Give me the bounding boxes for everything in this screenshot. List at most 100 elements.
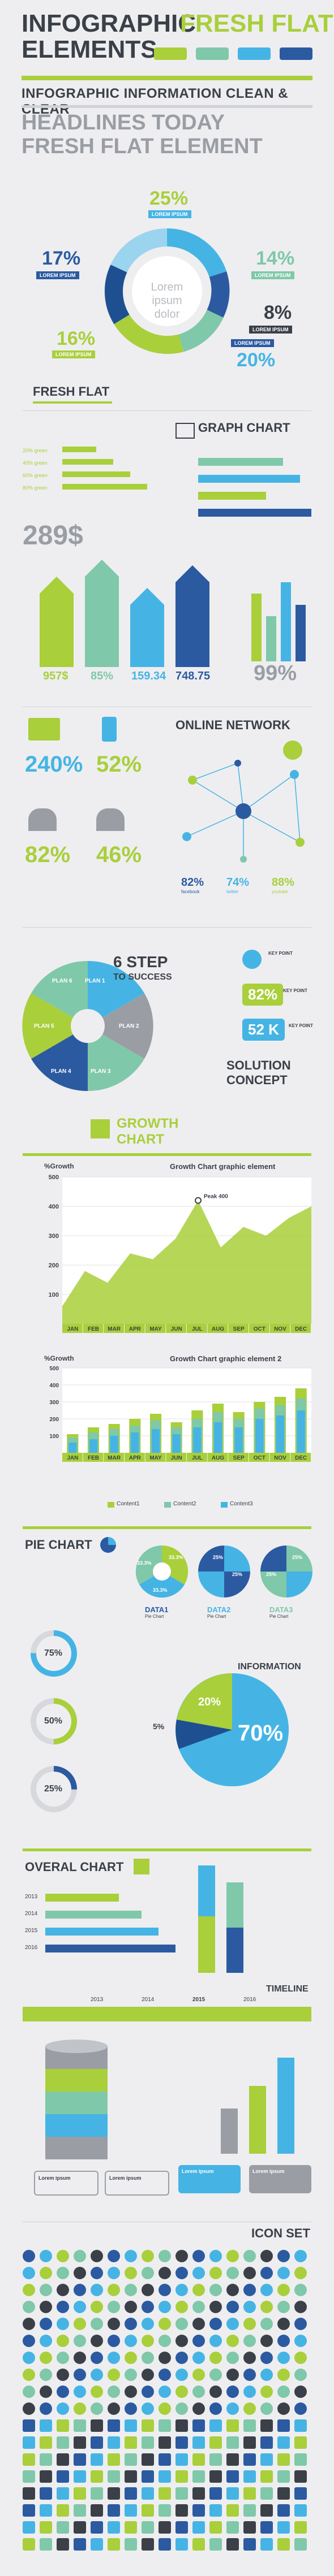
icon [226,2385,239,2398]
bar [297,1410,305,1453]
icon [91,2335,103,2347]
icon [226,2318,239,2330]
chart2-axis-title: %Growth [44,1354,74,1362]
ring-25 [31,1766,77,1812]
bubble-4: Lorem ipsum [249,2165,311,2193]
icon [40,2453,52,2466]
icon [40,2385,52,2398]
ring-75-label: 75% [44,1648,63,1658]
icon [74,2470,86,2483]
icon [209,2470,222,2483]
icon [142,2504,154,2517]
icon-grid [23,2250,311,2566]
growth-title-1: GROWTH [117,1116,179,1131]
freshflat-section: FRESH FLAT 20% green 40% green 60% green… [0,384,334,701]
icon [243,2335,256,2347]
icon [277,2335,290,2347]
headline-2: FRESH FLAT ELEMENT [22,135,263,158]
icon [277,2301,290,2313]
icon [91,2453,103,2466]
bubble-text: Lorem ipsum [38,2175,71,2181]
graph-bars [198,458,311,517]
icon [260,2538,273,2551]
bar [89,1439,98,1453]
icon [192,2521,205,2534]
legend-bars [62,447,147,490]
data-sub: Pie Chart [145,1614,164,1619]
person-icon-1 [28,808,57,831]
icon [74,2335,86,2347]
icon [159,2369,171,2381]
y-tick-label: 200 [49,1417,59,1423]
legend-label: Content3 [230,1501,253,1507]
x-tick-box [145,1453,166,1462]
icon [226,2487,239,2500]
icon [40,2301,52,2313]
data-sub: Pie Chart [269,1614,289,1619]
bar [255,1419,264,1453]
icon [294,2402,307,2415]
icon [192,2487,205,2500]
icon [40,2470,52,2483]
ring-50-label: 50% [44,1716,63,1726]
icon [57,2419,69,2432]
x-tick-box [187,1324,207,1333]
icon [159,2284,171,2296]
area-series [62,1200,311,1324]
donut-value-right: 14% [256,248,295,269]
x-tick-label: JUN [171,1455,182,1461]
icon [277,2470,290,2483]
icon [142,2470,154,2483]
header-subtitle: INFOGRAPHIC INFORMATION CLEAN & CLEAR [22,86,289,117]
cylinder-section: Lorem ipsum Lorem ipsum Lorem ipsum Lore… [0,2029,334,2196]
steps-title-2: TO SUCCESS [113,972,172,982]
pie-divider [23,1526,311,1529]
network-title: ONLINE NETWORK [175,718,290,732]
small-stat-value: 82% [181,876,204,889]
steps-stat-1: 82% [242,984,284,1006]
icon [108,2453,120,2466]
icon [142,2538,154,2551]
growth-area-chart: 100 200 300 400 500 JAN FEB MAR APR MAY JUN JUL AUG S… [49,1174,311,1333]
small-stat-label: youtube [272,889,288,894]
big-pie [175,1673,289,1786]
ring-50 [31,1698,77,1744]
icon [243,2538,256,2551]
timeline-year-1: 2013 [91,1997,104,2003]
icon [125,2335,137,2347]
bar [193,1427,202,1453]
icon [57,2301,69,2313]
donut-value-left-lower: 16% [57,328,96,349]
x-tick-label: NOV [274,1326,286,1332]
bar [172,1434,181,1453]
icon [277,2538,290,2551]
header-divider [22,76,312,80]
pie-four-b [260,1545,312,1597]
icon [192,2470,205,2483]
icon [108,2538,120,2551]
freshflat-rule [23,410,311,411]
icon [277,2385,290,2398]
donut-label-right-lower: LOREM IPSUM [249,326,292,334]
icon [159,2335,171,2347]
peak-point [195,1197,202,1204]
icon [226,2538,239,2551]
icon [57,2250,69,2262]
icon [226,2284,239,2296]
x-tick-box [269,1453,290,1462]
icon [108,2267,120,2279]
arrow-bar-label: 159.34 [131,670,166,682]
icon [159,2521,171,2534]
icon [226,2250,239,2262]
icon [40,2267,52,2279]
growth-section: GROWTH CHART %Growth Growth Chart graphi… [0,1108,334,1470]
x-tick-label: AUG [212,1455,224,1461]
icon [277,2453,290,2466]
icon [40,2521,52,2534]
pie-four-a [198,1545,250,1597]
icon [91,2436,103,2449]
icon [125,2352,137,2364]
y-tick-label: 300 [49,1233,59,1240]
icon [209,2318,222,2330]
x-tick-box [249,1324,269,1333]
